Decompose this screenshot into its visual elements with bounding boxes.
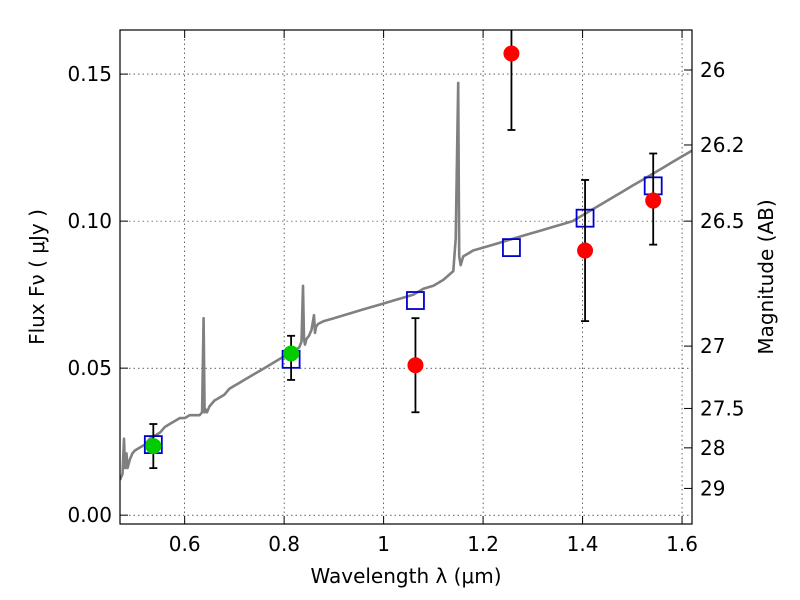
mag-tick-label: 26: [700, 58, 725, 82]
observed-point-marker: [145, 438, 162, 455]
observed-point-marker: [283, 345, 300, 362]
x-tick-label: 1.2: [467, 532, 499, 556]
observed-point-marker: [645, 192, 662, 209]
y2-axis-label: Magnitude (AB): [754, 199, 778, 354]
y-tick-label: 0.05: [67, 356, 112, 380]
mag-tick-label: 26.2: [700, 133, 745, 157]
y-axis-label: Flux Fν ( μJy ): [25, 209, 49, 345]
grid-lines: [120, 30, 692, 524]
plot-area: [120, 30, 692, 481]
y-tick-label: 0.15: [67, 62, 112, 86]
model-square-marker: [406, 291, 425, 310]
mag-tick-label: 27: [700, 334, 725, 358]
mag-tick-label: 26.5: [700, 209, 745, 233]
observed-point-marker: [503, 45, 520, 62]
axis-ticks: 0.6 0.8 1 1.2 1.4 1.6 0.00 0.05 0.10 0.15 26 26.2 26…: [67, 30, 745, 556]
x-tick-label: 1.6: [666, 532, 698, 556]
x-tick-label: 1: [377, 532, 390, 556]
series-group: [120, 30, 692, 481]
mag-tick-label: 28: [700, 436, 725, 460]
x-tick-label: 1.4: [567, 532, 599, 556]
observed-point-marker: [407, 357, 424, 374]
x-axis-label: Wavelength λ (μm): [310, 564, 501, 588]
plot-frame: [119, 29, 693, 525]
mag-tick-label: 29: [700, 476, 725, 500]
x-tick-label: 0.6: [169, 532, 201, 556]
model-square-marker: [502, 238, 521, 257]
spectrum-line: [120, 81, 692, 481]
y-tick-label: 0.00: [67, 503, 112, 527]
observed-point-marker: [577, 242, 594, 259]
mag-tick-label: 27.5: [700, 396, 745, 420]
x-tick-label: 0.8: [268, 532, 300, 556]
y-tick-label: 0.10: [67, 209, 112, 233]
